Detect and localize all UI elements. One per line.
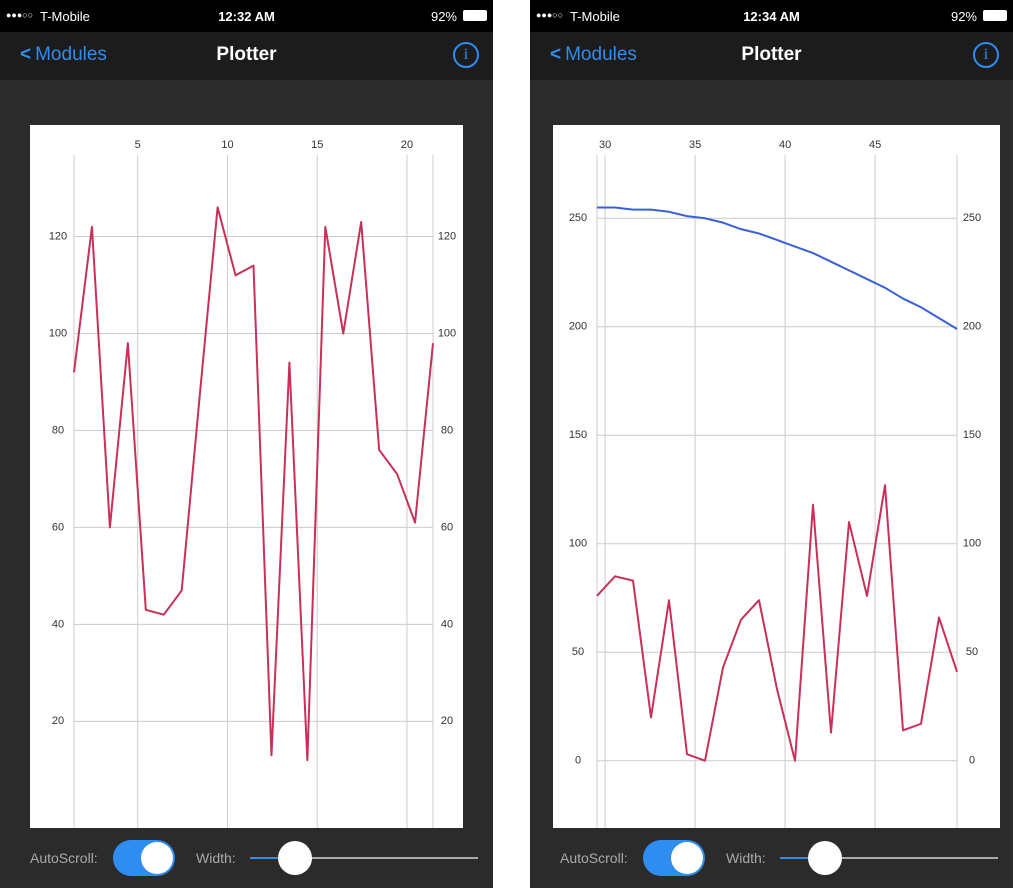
chart: 5 10 15 20 20 20 40 40 60 60 80 80 100 100 120 120 xyxy=(30,125,463,828)
clock: 12:32 AM xyxy=(0,9,493,24)
y-tick-label: 40 xyxy=(52,618,64,630)
width-label: Width: xyxy=(726,850,766,866)
x-tick-label: 40 xyxy=(779,139,791,151)
data-line xyxy=(74,207,433,760)
body: ●●●○○T-Mobile12:32 AM92%<ModulesPlotteri… xyxy=(0,0,1013,888)
x-tick-label: 45 xyxy=(869,139,881,151)
autoscroll-label: AutoScroll: xyxy=(560,850,628,866)
y2-tick-label: 150 xyxy=(963,429,981,441)
chart-box: 5 10 15 20 20 20 40 40 60 60 80 80 100 100 120 120 xyxy=(30,125,463,828)
y2-tick-label: 40 xyxy=(441,618,453,630)
info-button[interactable]: i xyxy=(973,42,999,68)
y2-tick-label: 0 xyxy=(969,755,975,767)
width-slider[interactable] xyxy=(278,841,312,875)
chart-box: 30 35 40 45 0 0 50 50 100 100 150 150 200 200 250 250 xyxy=(553,125,1000,828)
autoscroll-label: AutoScroll: xyxy=(30,850,98,866)
battery-icon xyxy=(463,10,487,21)
autoscroll-toggle[interactable] xyxy=(113,840,175,876)
nav-title: Plotter xyxy=(530,44,1013,66)
x-tick-label: 20 xyxy=(401,139,413,151)
battery-level: 92% xyxy=(951,9,977,24)
y2-tick-label: 60 xyxy=(441,521,453,533)
clock: 12:34 AM xyxy=(530,9,1013,24)
y2-tick-label: 100 xyxy=(963,538,981,550)
chart: 30 35 40 45 0 0 50 50 100 100 150 150 200 200 250 250 xyxy=(553,125,1000,828)
y2-tick-label: 20 xyxy=(441,715,453,727)
data-line xyxy=(597,207,957,329)
y2-tick-label: 120 xyxy=(438,230,456,242)
battery-icon xyxy=(983,10,1007,21)
x-tick-label: 10 xyxy=(221,139,233,151)
width-label: Width: xyxy=(196,850,236,866)
nav-title: Plotter xyxy=(0,44,493,66)
x-tick-label: 15 xyxy=(311,139,323,151)
autoscroll-toggle[interactable] xyxy=(643,840,705,876)
width-slider[interactable] xyxy=(808,841,842,875)
info-button[interactable]: i xyxy=(453,42,479,68)
y-tick-label: 100 xyxy=(49,327,67,339)
page: {"screens": [ {"status": {"carrier": "T-… xyxy=(0,0,1013,888)
toggle-knob xyxy=(141,842,173,874)
y2-tick-label: 50 xyxy=(966,646,978,658)
data-line xyxy=(597,485,957,761)
y-tick-label: 80 xyxy=(52,424,64,436)
y-tick-label: 100 xyxy=(569,538,587,550)
slider-track xyxy=(295,857,478,859)
battery-level: 92% xyxy=(431,9,457,24)
y-tick-label: 200 xyxy=(569,321,587,333)
y-tick-label: 250 xyxy=(569,212,587,224)
y-tick-label: 120 xyxy=(49,230,67,242)
x-tick-label: 35 xyxy=(689,139,701,151)
x-tick-label: 30 xyxy=(599,139,611,151)
toggle-knob xyxy=(671,842,703,874)
y2-tick-label: 100 xyxy=(438,327,456,339)
y-tick-label: 60 xyxy=(52,521,64,533)
slider-track xyxy=(825,857,998,859)
y-tick-label: 0 xyxy=(575,755,581,767)
y-tick-label: 20 xyxy=(52,715,64,727)
y-tick-label: 150 xyxy=(569,429,587,441)
y-tick-label: 50 xyxy=(572,646,584,658)
x-tick-label: 5 xyxy=(135,139,141,151)
y2-tick-label: 80 xyxy=(441,424,453,436)
y2-tick-label: 200 xyxy=(963,321,981,333)
y2-tick-label: 250 xyxy=(963,212,981,224)
